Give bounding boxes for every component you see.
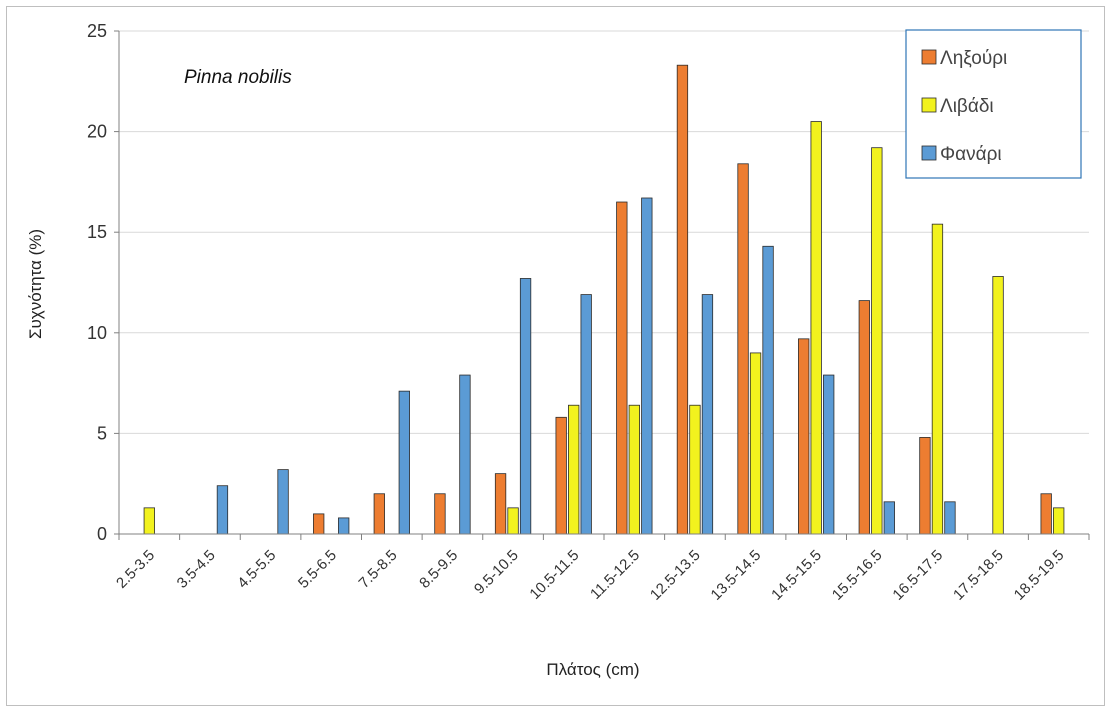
bar-3-4.5-5.5 (277, 469, 289, 535)
bar-2-11.5-12.5 (628, 404, 640, 535)
bar-3-12.5-13.5 (701, 294, 714, 535)
y-tick-label: 0 (97, 524, 107, 544)
bar-2-2.5-3.5 (143, 507, 155, 535)
x-tick-label: 16.5-17.5 (889, 547, 946, 604)
legend-swatch (921, 145, 937, 161)
bar-2-13.5-14.5 (749, 352, 762, 535)
bar-1-15.5-16.5 (858, 300, 870, 535)
x-tick-label: 2.5-3.5 (113, 547, 158, 592)
x-tick-label: 5.5-6.5 (295, 547, 340, 592)
bar-2-14.5-15.5 (810, 121, 822, 535)
x-tick-label: 8.5-9.5 (416, 547, 461, 592)
x-tick-label: 9.5-10.5 (471, 547, 522, 598)
bar-3-3.5-4.5 (216, 485, 229, 535)
bar-1-10.5-11.5 (555, 416, 567, 535)
bar-2-18.5-19.5 (1053, 507, 1065, 535)
chart-frame: 0 5 10 15 20 25 2.5-3.5 3.5-4.5 4.5-5.5 5.5-6.5 7… (6, 6, 1105, 706)
x-tick-label: 3.5-4.5 (174, 547, 219, 592)
x-tick-label: 12.5-13.5 (647, 547, 704, 604)
bar-3-11.5-12.5 (641, 197, 653, 535)
legend-label: Λιβάδι (940, 96, 994, 117)
bar-1-14.5-15.5 (798, 338, 810, 535)
legend-label: Φανάρι (940, 144, 1002, 165)
x-tick-label: 7.5-8.5 (356, 547, 401, 592)
bar-1-18.5-19.5 (1040, 493, 1052, 535)
x-tick-label: 14.5-15.5 (768, 547, 825, 604)
y-tick-label: 25 (87, 21, 107, 41)
legend: Ληξούρι Λιβάδι Φανάρι (905, 29, 1082, 179)
bar-2-12.5-13.5 (689, 404, 701, 535)
x-tick-label: 13.5-14.5 (708, 547, 765, 604)
y-tick-label: 10 (87, 323, 107, 343)
x-tick-label: 4.5-5.5 (234, 547, 279, 592)
y-tick-label: 5 (97, 423, 107, 443)
x-tick-label: 15.5-16.5 (829, 547, 886, 604)
x-tick-label: 17.5-18.5 (950, 547, 1007, 604)
bar-1-11.5-12.5 (616, 201, 628, 535)
bar-2-9.5-10.5 (507, 507, 519, 535)
bar-1-5.5-6.5 (313, 513, 325, 535)
bar-3-7.5-8.5 (398, 390, 410, 535)
bar-1-12.5-13.5 (676, 64, 689, 535)
y-axis-title: Συχνότητα (%) (26, 229, 45, 339)
bar-3-16.5-17.5 (944, 501, 956, 535)
bar-1-13.5-14.5 (737, 163, 749, 535)
y-tick-labels: 0 5 10 15 20 25 (87, 21, 107, 544)
species-annotation: Pinna nobilis (184, 67, 292, 88)
x-tick-labels: 2.5-3.5 3.5-4.5 4.5-5.5 5.5-6.5 7.5-8.5 8.5-9… (113, 547, 1067, 604)
axes (114, 30, 1090, 540)
x-axis-title: Πλάτος (cm) (546, 660, 639, 679)
bar-3-10.5-11.5 (580, 294, 592, 535)
y-tick-label: 15 (87, 222, 107, 242)
bar-3-15.5-16.5 (883, 501, 895, 535)
bar-3-14.5-15.5 (823, 374, 835, 535)
bars (143, 64, 1065, 535)
bar-3-13.5-14.5 (762, 245, 774, 535)
legend-swatch (921, 97, 937, 113)
x-tick-label: 18.5-19.5 (1011, 547, 1068, 604)
bar-1-7.5-8.5 (373, 493, 385, 535)
legend-label: Ληξούρι (940, 48, 1007, 69)
x-tick-label: 11.5-12.5 (587, 547, 643, 603)
y-tick-label: 20 (87, 122, 107, 142)
bar-2-10.5-11.5 (568, 404, 580, 535)
bar-3-8.5-9.5 (459, 374, 471, 535)
x-tick-label: 10.5-11.5 (526, 547, 582, 603)
bar-1-8.5-9.5 (434, 493, 446, 535)
legend-swatch (921, 49, 937, 65)
bar-2-16.5-17.5 (931, 223, 944, 535)
bar-1-16.5-17.5 (919, 437, 931, 535)
bar-3-5.5-6.5 (338, 517, 350, 535)
bar-chart: 0 5 10 15 20 25 2.5-3.5 3.5-4.5 4.5-5.5 5.5-6.5 7… (26, 21, 1090, 679)
bar-1-9.5-10.5 (494, 473, 507, 535)
bar-3-9.5-10.5 (519, 278, 532, 535)
bar-2-17.5-18.5 (992, 276, 1004, 535)
bar-2-15.5-16.5 (871, 147, 883, 535)
